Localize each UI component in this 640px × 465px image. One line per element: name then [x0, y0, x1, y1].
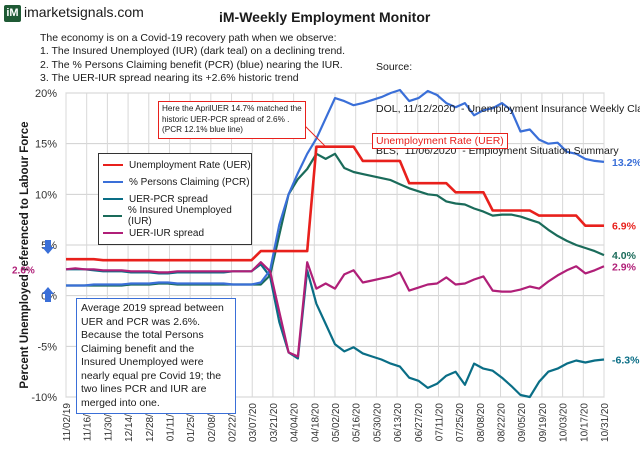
x-tick-label: 01/25/20	[186, 403, 197, 442]
page-title: iM-Weekly Employment Monitor	[219, 9, 431, 25]
x-tick-label: 09/19/20	[538, 403, 549, 442]
logo-letters: iM	[6, 7, 19, 19]
intro-line: 2. The % Persons Claiming benefit (PCR) …	[40, 58, 343, 71]
intro-line: 3. The UER-IUR spread nearing its +2.6% …	[40, 72, 299, 85]
spread-note: Average 2019 spread between UER and PCR …	[76, 298, 236, 414]
x-tick-label: 10/03/20	[559, 403, 570, 442]
legend-swatch	[103, 232, 123, 234]
legend-label: % Insured Unemployed (IUR)	[127, 205, 232, 227]
y-tick-label: 10%	[35, 189, 57, 201]
source-block: Source: DOL, 11/12/2020 - Unemployment I…	[376, 32, 640, 172]
x-tick-label: 06/27/20	[414, 403, 425, 442]
end-value-label: 13.2%	[612, 157, 640, 169]
april-note: Here the AprilUER 14.7% matched the hist…	[158, 101, 306, 139]
x-tick-label: 03/21/20	[269, 403, 280, 442]
legend-label: % Persons Claiming (PCR)	[129, 176, 250, 188]
x-tick-label: 11/16/19	[83, 403, 94, 442]
legend: Unemployment Rate (UER) % Persons Claimi…	[98, 153, 252, 245]
x-tick-label: 08/22/20	[497, 403, 508, 442]
x-tick-label: 06/13/20	[393, 403, 404, 442]
legend-label: Unemployment Rate (UER)	[129, 159, 251, 171]
end-value-label: 2.9%	[612, 261, 637, 273]
logo-badge: iM	[4, 5, 21, 22]
y-tick-label: 20%	[35, 88, 57, 100]
x-tick-label: 01/11/20	[165, 403, 176, 442]
x-tick-label: 02/08/20	[207, 403, 218, 442]
x-tick-label: 02/22/20	[228, 403, 239, 442]
x-tick-label: 12/28/19	[145, 403, 156, 442]
x-tick-label: 03/07/20	[248, 403, 259, 442]
intro-line: 1. The Insured Unemployed (IUR) (dark te…	[40, 45, 346, 58]
source-line: Source:	[376, 61, 413, 73]
x-tick-label: 10/31/20	[600, 403, 611, 442]
legend-item: % Persons Claiming (PCR)	[103, 175, 250, 189]
end-value-label: 6.9%	[612, 221, 637, 233]
y-tick-label: -10%	[31, 392, 57, 404]
x-tick-label: 04/04/20	[290, 403, 301, 442]
x-tick-label: 09/05/20	[517, 403, 528, 442]
x-tick-label: 08/08/20	[476, 403, 487, 442]
x-tick-label: 10/17/20	[579, 403, 590, 442]
legend-swatch	[103, 181, 123, 183]
down-arrow-icon	[42, 240, 54, 254]
end-value-label: 4.0%	[612, 250, 637, 262]
legend-label: UER-PCR spread	[129, 193, 208, 205]
x-tick-label: 05/02/20	[331, 403, 342, 442]
x-tick-label: 12/14/19	[124, 403, 135, 442]
x-tick-label: 04/18/20	[310, 403, 321, 442]
uer-callout: Unemployment Rate (UER)	[372, 133, 508, 149]
legend-item: UER-PCR spread	[103, 192, 208, 206]
legend-swatch	[103, 164, 123, 166]
x-tick-label: 11/30/19	[103, 403, 114, 442]
legend-label: UER-IUR spread	[129, 227, 205, 239]
y-tick-label: -5%	[37, 341, 57, 353]
legend-item: Unemployment Rate (UER)	[103, 158, 251, 172]
start-spread-label: 2.6%	[12, 265, 35, 276]
x-tick-label: 07/11/20	[434, 403, 445, 442]
legend-item: % Insured Unemployed (IUR)	[103, 205, 251, 227]
up-arrow-icon	[42, 287, 54, 302]
x-tick-label: 07/25/20	[455, 403, 466, 442]
x-tick-label: 11/02/19	[62, 403, 73, 442]
x-tick-label: 05/16/20	[352, 403, 363, 442]
x-tick-label: 05/30/20	[372, 403, 383, 442]
y-axis-title: Percent Unemployed referenced to Labour …	[19, 121, 31, 388]
legend-item: UER-IUR spread	[103, 226, 204, 240]
series-line-unemployment-rate-uer	[66, 145, 604, 262]
series-line-uer-iur-spread	[65, 261, 605, 358]
site-name: imarketsignals.com	[24, 4, 144, 20]
legend-swatch	[103, 215, 122, 217]
legend-swatch	[103, 198, 123, 200]
series-line--persons-claiming-pcr	[66, 88, 605, 287]
intro-line: The economy is on a Covid-19 recovery pa…	[40, 32, 337, 44]
end-value-label: -6.3%	[612, 355, 640, 367]
source-line: DOL, 11/12/2020 - Unemployment Insurance…	[376, 103, 640, 115]
y-tick-label: 15%	[35, 139, 57, 151]
intro-text: The economy is on a Covid-19 recovery pa…	[40, 32, 345, 86]
